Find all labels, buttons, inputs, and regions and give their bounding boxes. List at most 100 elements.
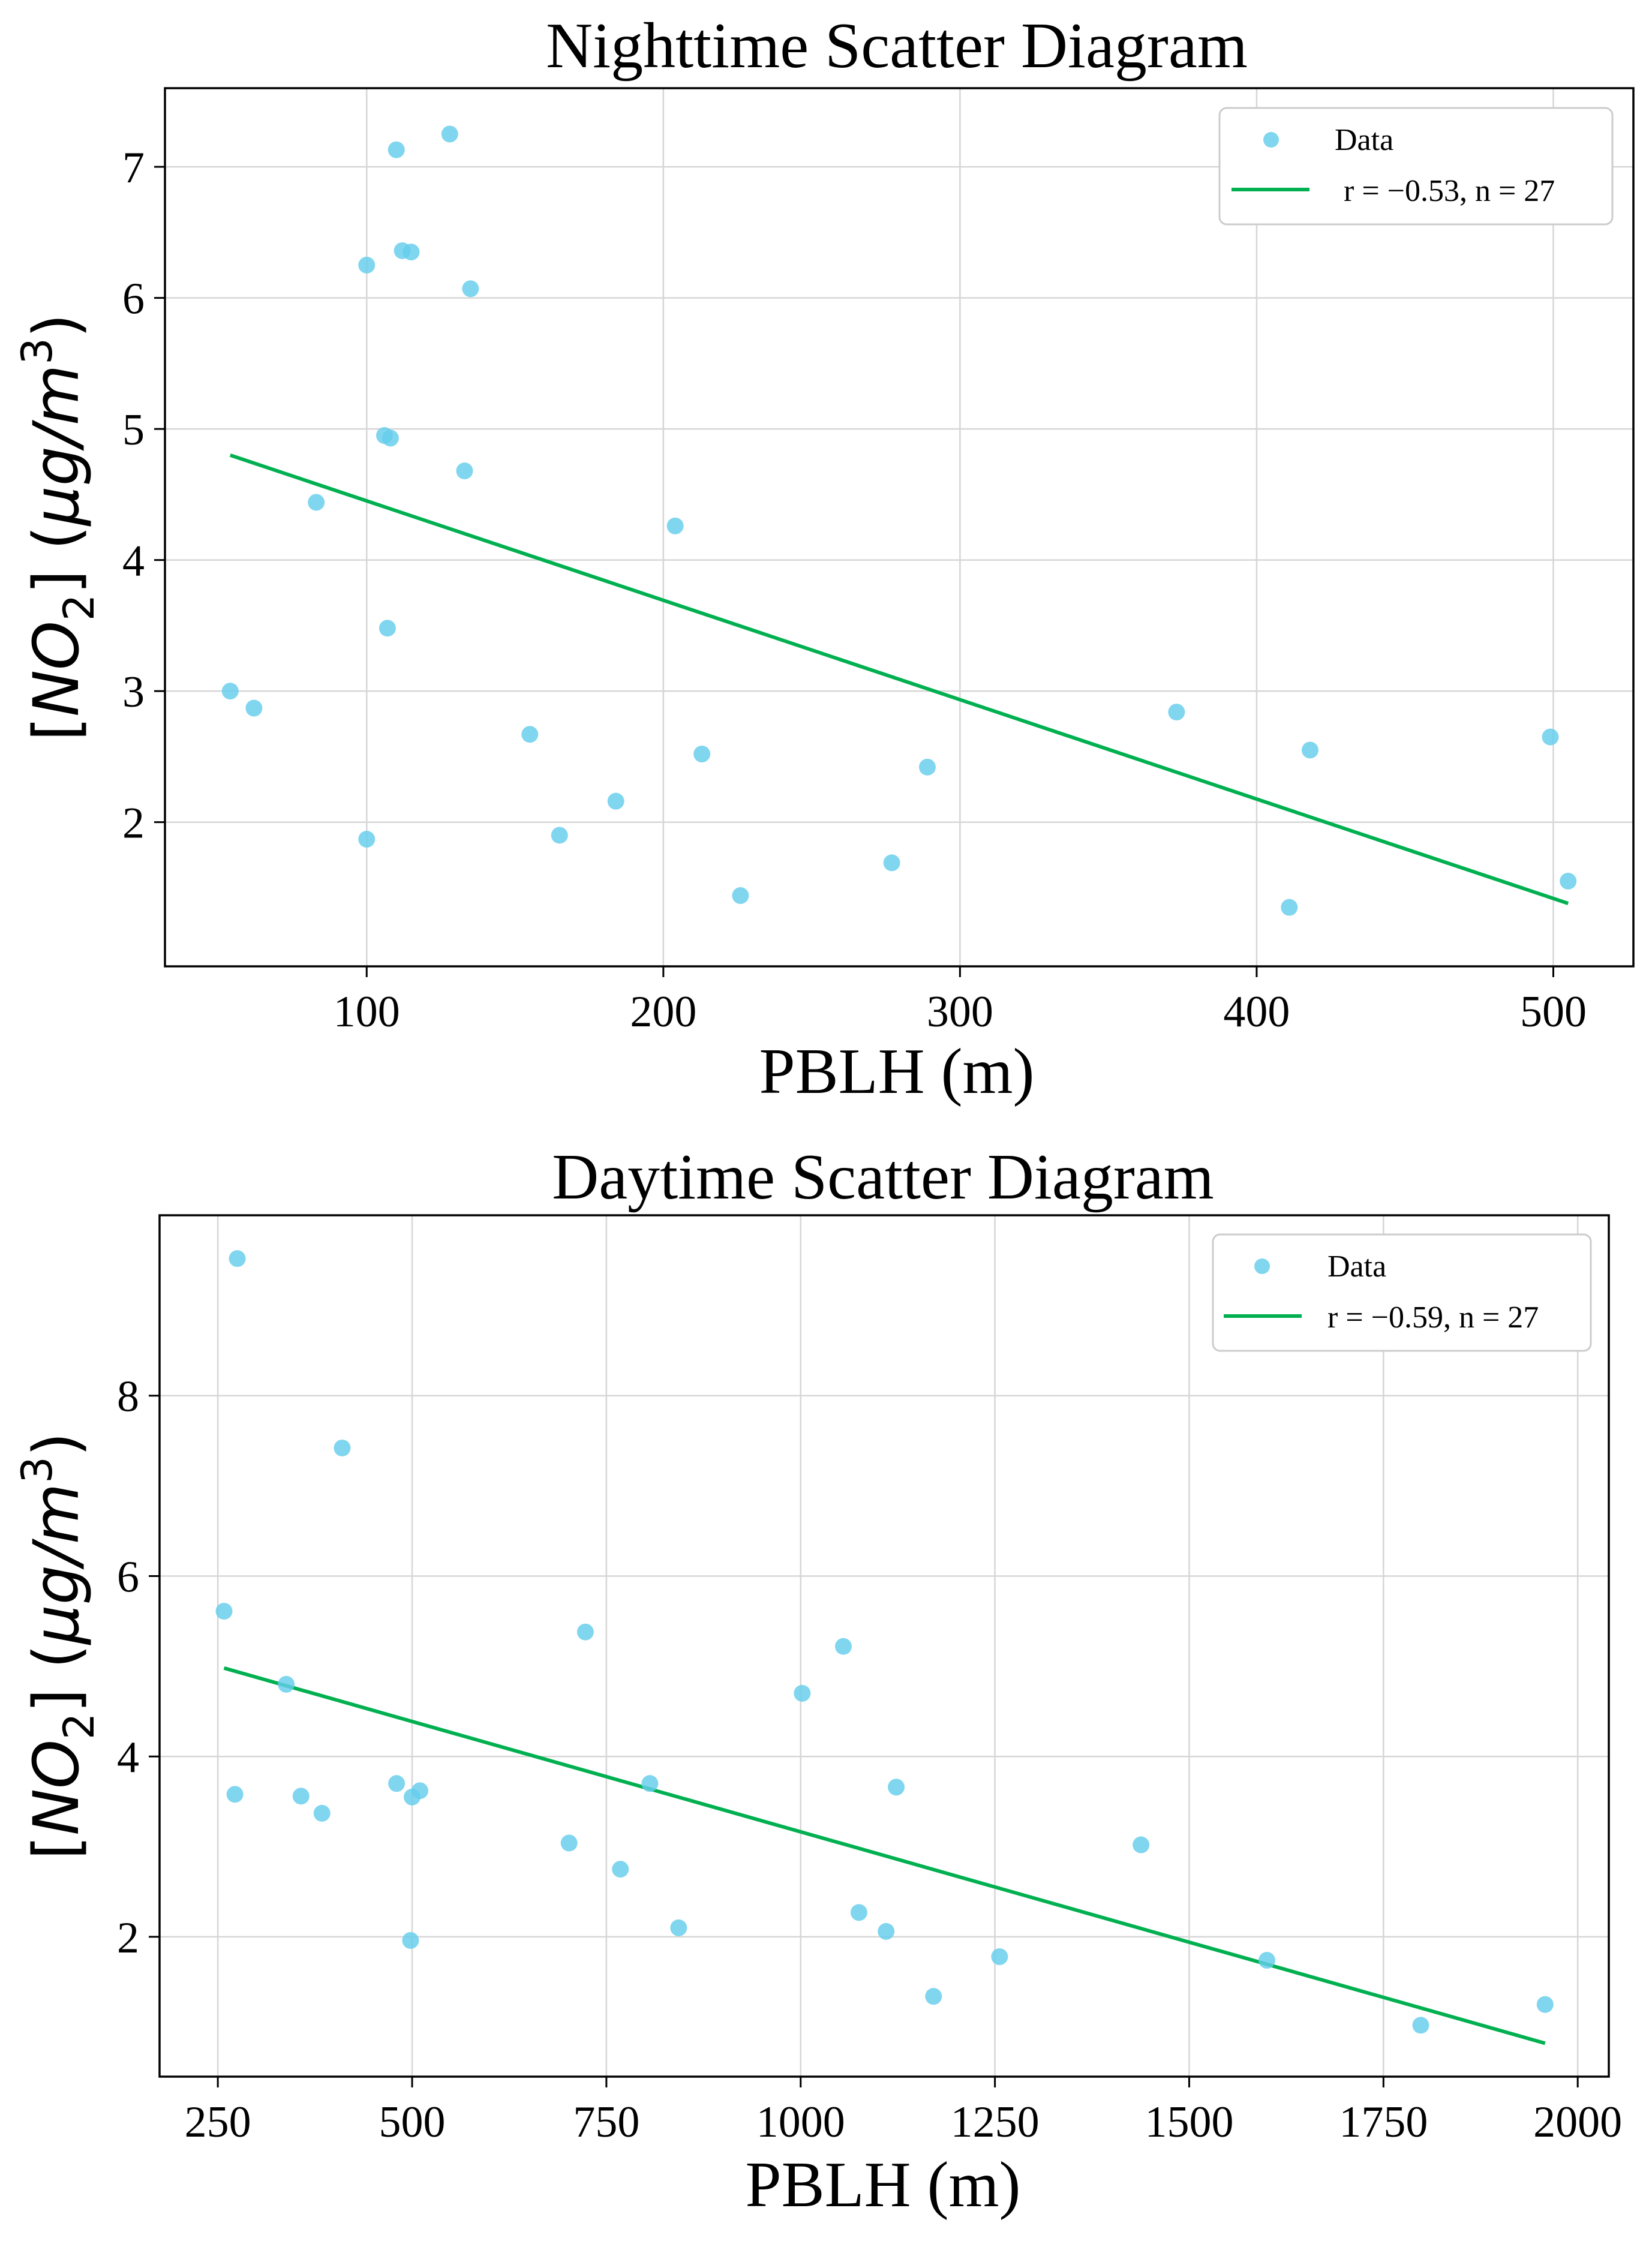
- legend-data-marker: [1263, 132, 1279, 148]
- data-point: [834, 1638, 852, 1655]
- y-tick-label: 2: [117, 1913, 139, 1963]
- data-point: [1412, 2017, 1429, 2034]
- grid: [165, 88, 1633, 966]
- legend-fit-label: r = −0.53, n = 27: [1344, 174, 1555, 208]
- regression-line: [223, 1666, 1546, 2045]
- data-point: [334, 1439, 351, 1456]
- x-tick-label: 400: [1223, 987, 1290, 1037]
- x-ticks: 250 500 750 1000 1250 1500 1750 2000: [185, 2077, 1622, 2147]
- data-point: [278, 1675, 295, 1693]
- data-point: [850, 1904, 867, 1921]
- x-tick-label: 500: [1520, 987, 1587, 1037]
- data-point: [221, 683, 239, 700]
- y-axis-label: [NO2] (μg/m3): [13, 314, 104, 741]
- y-ticks: 2 3 4 5 6 7: [122, 143, 165, 848]
- legend-data-label: Data: [1327, 1249, 1386, 1284]
- x-tick-label: 2000: [1533, 2098, 1622, 2147]
- grid: [160, 1215, 1609, 2077]
- x-ticks: 100 200 300 400 500: [334, 966, 1587, 1037]
- data-point: [382, 429, 399, 447]
- daytime-chart: Daytime Scatter Diagram 250 500 750 1000 125…: [13, 1141, 1622, 2221]
- fit-line-layer: [229, 453, 1569, 905]
- data-point: [229, 1250, 246, 1267]
- x-tick-label: 250: [185, 2098, 251, 2147]
- data-point: [918, 758, 936, 776]
- data-point: [521, 726, 539, 743]
- data-point: [612, 1861, 629, 1878]
- data-point: [666, 517, 684, 534]
- data-point: [441, 125, 458, 143]
- data-point: [388, 1775, 406, 1792]
- data-point: [560, 1834, 578, 1852]
- legend-box: [1212, 1233, 1592, 1352]
- data-point: [402, 1931, 419, 1949]
- data-point: [551, 827, 568, 844]
- data-point: [456, 462, 473, 480]
- y-tick-label: 8: [117, 1372, 139, 1422]
- y-tick-label: 6: [117, 1552, 139, 1602]
- legend-box: [1218, 107, 1614, 226]
- x-tick-label: 1500: [1145, 2098, 1233, 2147]
- x-axis-label: PBLH (m): [759, 1036, 1035, 1107]
- data-point: [693, 746, 711, 763]
- data-point: [411, 1782, 428, 1800]
- legend-data-marker: [1254, 1258, 1270, 1274]
- y-tick-label: 7: [122, 143, 145, 193]
- data-point: [888, 1779, 905, 1796]
- data-points: [215, 1250, 1554, 2034]
- y-ticks: 2 4 6 8: [117, 1372, 160, 1963]
- data-point: [670, 1919, 687, 1936]
- chart-title: Daytime Scatter Diagram: [552, 1141, 1214, 1213]
- y-tick-label: 3: [122, 668, 145, 717]
- data-point: [576, 1623, 594, 1641]
- chart-title: Nighttime Scatter Diagram: [546, 10, 1248, 82]
- y-tick-label: 4: [122, 537, 145, 586]
- data-point: [607, 792, 624, 810]
- plot-frame: [158, 1214, 1610, 2078]
- data-point: [313, 1804, 331, 1822]
- legend-data-label: Data: [1335, 123, 1393, 157]
- y-tick-label: 2: [122, 799, 145, 848]
- data-point: [732, 887, 749, 905]
- data-point: [358, 831, 376, 848]
- data-point: [991, 1948, 1008, 1966]
- data-point: [1536, 1996, 1554, 2013]
- x-tick-label: 1250: [951, 2098, 1040, 2147]
- data-point: [1168, 704, 1185, 721]
- data-point: [794, 1684, 811, 1702]
- data-point: [226, 1786, 244, 1803]
- x-tick-label: 300: [927, 987, 993, 1037]
- x-tick-label: 1750: [1339, 2098, 1428, 2147]
- fit-line-layer: [223, 1666, 1546, 2045]
- data-point: [1281, 899, 1298, 916]
- x-tick-label: 500: [379, 2098, 446, 2147]
- data-point: [462, 280, 479, 298]
- legend-fit-label: r = −0.59, n = 27: [1327, 1300, 1539, 1335]
- x-tick-label: 750: [573, 2098, 639, 2147]
- data-point: [403, 244, 420, 261]
- legend: Data r = −0.53, n = 27: [1218, 107, 1614, 226]
- data-point: [1542, 728, 1559, 746]
- x-tick-label: 100: [334, 987, 400, 1037]
- data-point: [925, 1988, 942, 2005]
- y-tick-label: 4: [117, 1733, 139, 1782]
- y-axis-label: [NO2] (μg/m3): [13, 1432, 104, 1860]
- data-point: [1258, 1952, 1276, 1969]
- data-point: [245, 699, 263, 717]
- data-point: [878, 1922, 895, 1940]
- plot-frame: [164, 87, 1635, 968]
- data-point: [883, 854, 900, 872]
- data-points: [221, 125, 1577, 916]
- data-point: [379, 620, 396, 637]
- data-point: [308, 494, 325, 511]
- data-point: [1133, 1836, 1150, 1854]
- x-axis-label: PBLH (m): [746, 2149, 1021, 2221]
- y-tick-label: 5: [122, 405, 145, 455]
- data-point: [1301, 741, 1318, 759]
- regression-line: [229, 453, 1569, 905]
- data-point: [358, 256, 376, 274]
- data-point: [1560, 872, 1577, 890]
- x-tick-label: 200: [630, 987, 696, 1037]
- x-tick-label: 1000: [756, 2098, 845, 2147]
